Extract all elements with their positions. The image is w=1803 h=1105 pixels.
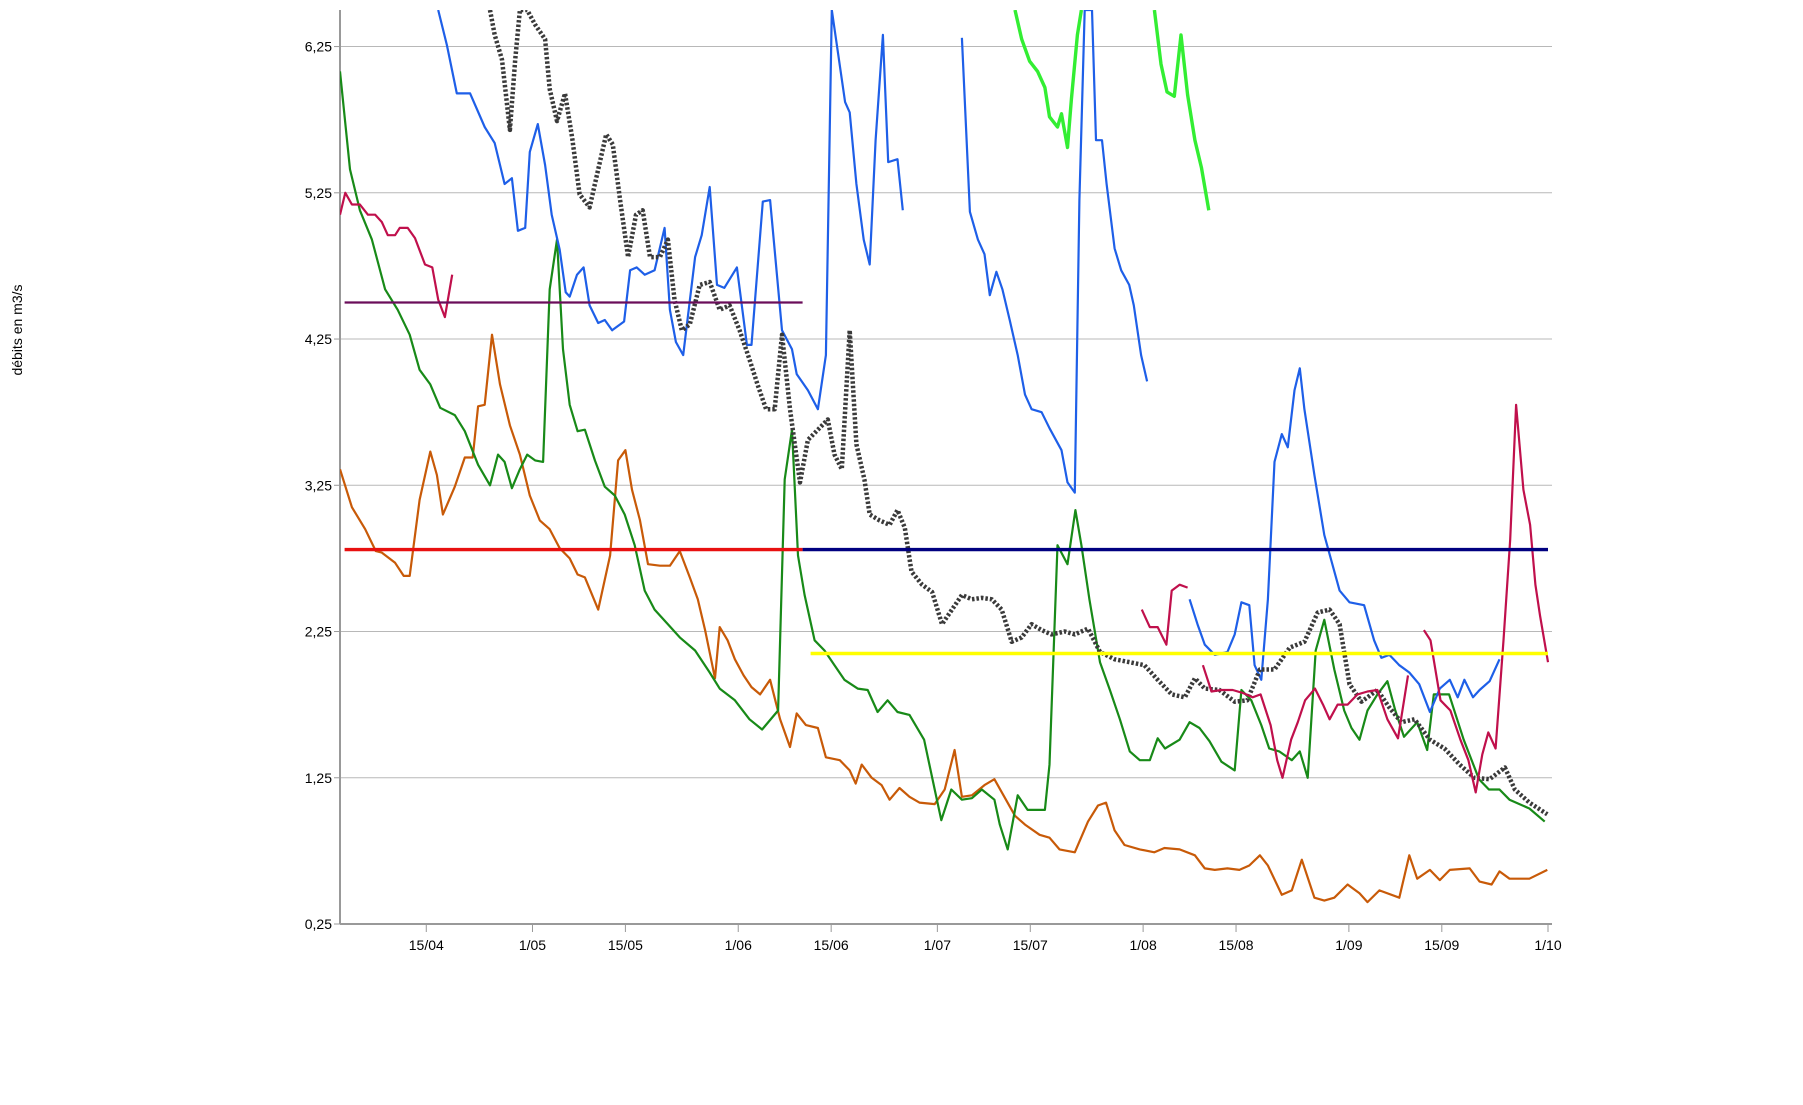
- plot-area: [340, 10, 1550, 904]
- data-line: [1422, 403, 1550, 794]
- data-line: [340, 191, 454, 319]
- data-line: [960, 10, 1149, 494]
- data-line: [340, 71, 1546, 851]
- x-tick-label: 1/05: [519, 937, 546, 953]
- x-tick-label: 1/06: [725, 937, 752, 953]
- y-tick-label: 0,25: [305, 916, 332, 932]
- x-tick-label: 1/08: [1129, 937, 1156, 953]
- y-tick-label: 3,25: [305, 477, 332, 493]
- y-tick-label: 5,25: [305, 185, 332, 201]
- x-tick-label: 15/04: [409, 937, 444, 953]
- data-line: [1201, 664, 1410, 779]
- x-tick-label: 15/06: [814, 937, 849, 953]
- data-line: [437, 10, 904, 411]
- data-line: [1188, 367, 1501, 714]
- y-tick-label: 4,25: [305, 331, 332, 347]
- x-tick-label: 1/07: [924, 937, 951, 953]
- x-tick-label: 1/10: [1534, 937, 1561, 953]
- y-axis-label: débits en m3/s: [9, 284, 25, 375]
- y-tick-label: 6,25: [305, 39, 332, 55]
- data-line: [1013, 10, 1084, 150]
- data-line: [1152, 10, 1211, 211]
- x-tick-label: 15/09: [1424, 937, 1459, 953]
- data-line: [487, 10, 1549, 817]
- x-tick-label: 1/09: [1335, 937, 1362, 953]
- data-line: [340, 333, 1548, 904]
- y-tick-label: 1,25: [305, 770, 332, 786]
- x-tick-label: 15/08: [1219, 937, 1254, 953]
- x-tick-label: 15/07: [1013, 937, 1048, 953]
- data-line: [1140, 583, 1188, 646]
- x-tick-label: 15/05: [608, 937, 643, 953]
- y-tick-label: 2,25: [305, 624, 332, 640]
